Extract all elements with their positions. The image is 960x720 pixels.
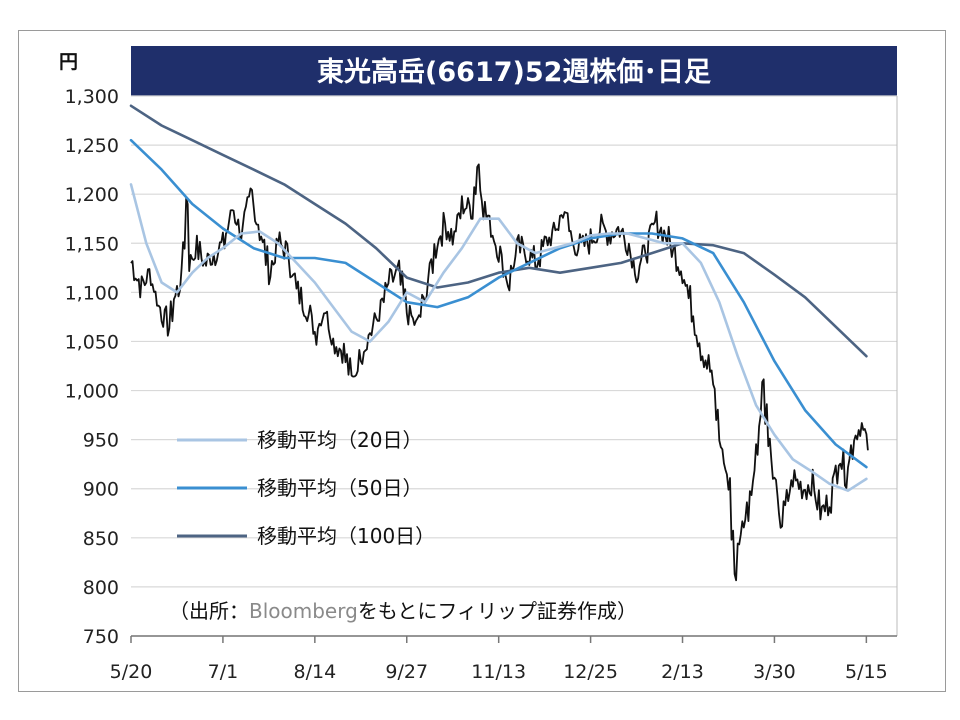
series-layer bbox=[129, 104, 869, 582]
y-tick-label: 1,050 bbox=[65, 331, 119, 353]
x-tick-label: 2/13 bbox=[661, 661, 704, 683]
x-tick-label: 5/15 bbox=[845, 661, 888, 683]
series-line-ma100 bbox=[129, 104, 868, 358]
x-tick-label: 11/13 bbox=[471, 661, 526, 683]
x-tick-label: 12/25 bbox=[563, 661, 618, 683]
x-axis-ticks: 5/20 7/1 8/14 9/27 11/13 12/25 2/13 3/30 5/15 bbox=[110, 636, 888, 683]
y-unit-label: 円 bbox=[59, 51, 78, 73]
x-tick-label: 9/27 bbox=[385, 661, 428, 683]
price-line bbox=[130, 163, 869, 582]
y-tick-label: 1,000 bbox=[65, 381, 119, 403]
legend-item-ma100: 移動平均（100日） bbox=[177, 524, 435, 548]
source-note-suffix: をもとにフィリップ証券作成） bbox=[358, 599, 637, 623]
y-tick-label: 750 bbox=[83, 626, 119, 648]
y-tick-label: 800 bbox=[83, 577, 119, 599]
y-tick-label: 850 bbox=[83, 528, 119, 550]
legend-label-ma50: 移動平均（50日） bbox=[257, 476, 422, 500]
source-note-brand: Bloomberg bbox=[249, 599, 358, 623]
price-chart: 東光高岳(6617)52週株価･日足 円 1,300 1,250 1,200 1,15… bbox=[59, 46, 898, 683]
y-axis-ticks: 1,300 1,250 1,200 1,150 1,100 1,050 1,000 950 90… bbox=[65, 86, 119, 648]
source-note-prefix: （出所： bbox=[169, 599, 249, 623]
plot-area bbox=[131, 96, 897, 636]
x-tick-label: 7/1 bbox=[208, 661, 239, 683]
y-tick-label: 1,100 bbox=[65, 282, 119, 304]
y-tick-label: 1,250 bbox=[65, 135, 119, 157]
x-tick-label: 8/14 bbox=[294, 661, 337, 683]
chart-frame: 東光高岳(6617)52週株価･日足 円 1,300 1,250 1,200 1,15… bbox=[18, 30, 946, 692]
legend: 移動平均（20日） 移動平均（50日） 移動平均（100日） bbox=[177, 428, 435, 548]
y-tick-label: 1,300 bbox=[65, 86, 119, 108]
y-tick-label: 900 bbox=[83, 479, 119, 501]
y-tick-label: 1,200 bbox=[65, 184, 119, 206]
y-tick-label: 950 bbox=[83, 430, 119, 452]
source-note: （出所：Bloombergをもとにフィリップ証券作成） bbox=[169, 599, 637, 623]
legend-item-ma50: 移動平均（50日） bbox=[177, 476, 422, 500]
x-tick-label: 5/20 bbox=[110, 661, 153, 683]
title-background bbox=[131, 46, 897, 96]
y-tick-label: 1,150 bbox=[65, 233, 119, 255]
x-tick-label: 3/30 bbox=[753, 661, 796, 683]
chart-title: 東光高岳(6617)52週株価･日足 bbox=[317, 56, 711, 88]
series-line-ma50 bbox=[129, 138, 868, 469]
title-banner: 東光高岳(6617)52週株価･日足 bbox=[131, 46, 897, 96]
legend-label-ma100: 移動平均（100日） bbox=[257, 524, 435, 548]
legend-label-ma20: 移動平均（20日） bbox=[257, 428, 422, 452]
gridlines bbox=[131, 95, 898, 637]
series-line-ma20 bbox=[129, 183, 868, 492]
legend-item-ma20: 移動平均（20日） bbox=[177, 428, 422, 452]
